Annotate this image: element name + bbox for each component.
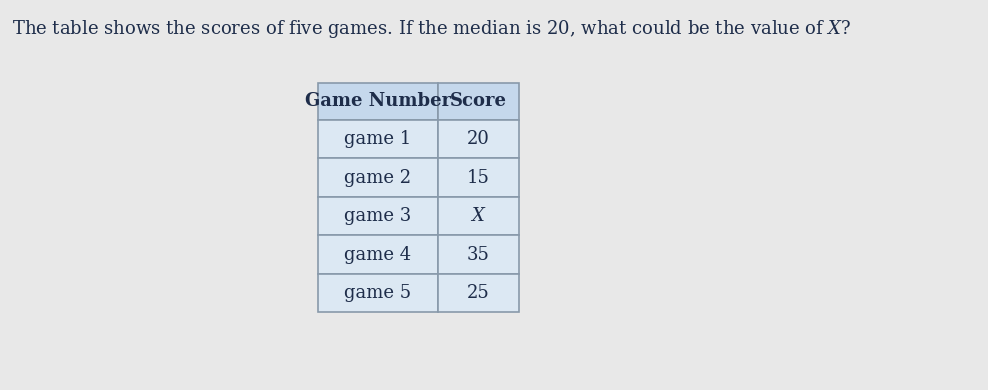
Bar <box>317 120 438 158</box>
Bar <box>438 158 519 197</box>
Bar <box>317 235 438 274</box>
Text: game 3: game 3 <box>344 207 411 225</box>
Bar <box>438 120 519 158</box>
Bar <box>438 83 519 120</box>
Text: game 2: game 2 <box>344 168 411 186</box>
Text: 35: 35 <box>467 246 490 264</box>
Bar <box>317 274 438 312</box>
Text: Score: Score <box>450 92 507 110</box>
Bar <box>438 235 519 274</box>
Text: $X$: $X$ <box>470 207 487 225</box>
Bar <box>317 83 438 120</box>
Text: Game Number: Game Number <box>304 92 451 110</box>
Bar <box>438 197 519 235</box>
Text: game 1: game 1 <box>344 130 411 148</box>
Bar <box>317 158 438 197</box>
Bar <box>317 197 438 235</box>
Text: 20: 20 <box>467 130 490 148</box>
Text: game 4: game 4 <box>344 246 411 264</box>
Text: The table shows the scores of five games. If the median is 20, what could be the: The table shows the scores of five games… <box>12 18 852 39</box>
Text: 25: 25 <box>467 284 490 302</box>
Bar <box>438 274 519 312</box>
Text: 15: 15 <box>467 168 490 186</box>
Text: game 5: game 5 <box>344 284 411 302</box>
